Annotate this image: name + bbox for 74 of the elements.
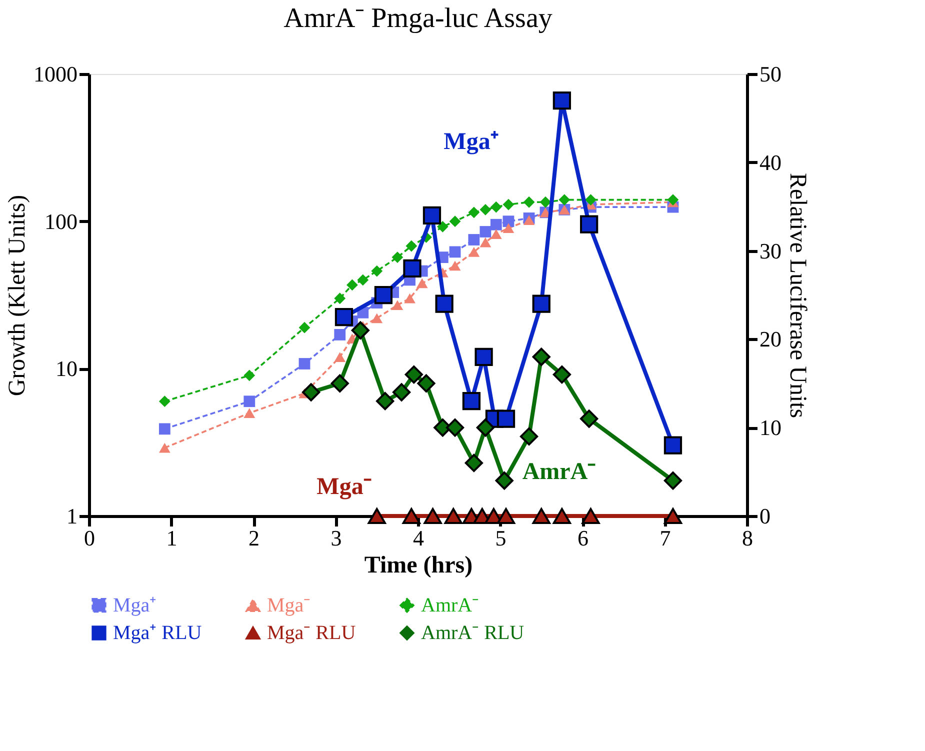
y2-tick-label: 40: [760, 150, 782, 175]
point: [558, 194, 570, 206]
point: [502, 223, 514, 234]
point: [371, 265, 383, 277]
point: [416, 278, 428, 288]
x-tick-label: 5: [495, 526, 506, 550]
point: [540, 196, 552, 208]
y-tick-label: 100: [44, 208, 78, 234]
point: [158, 442, 170, 453]
y-tick-label: 10: [56, 356, 78, 382]
point: [158, 396, 170, 408]
point: [392, 300, 404, 310]
y-axis-title: Growth (Klett Units): [4, 194, 30, 396]
point: [392, 252, 404, 263]
point: [667, 194, 679, 206]
legend-label: Mga⁻: [267, 594, 311, 616]
point: [502, 198, 514, 210]
annotation: Mga⁺: [444, 129, 498, 155]
x-tick-label: 7: [660, 526, 671, 550]
point: [449, 246, 461, 258]
x-tick-label: 1: [166, 526, 178, 550]
x-tick-label: 3: [330, 526, 342, 550]
point: [346, 279, 358, 291]
point: [357, 274, 369, 286]
annotation: Mga⁻: [316, 474, 372, 500]
point: [523, 215, 535, 226]
point: [490, 218, 502, 230]
point: [334, 329, 346, 340]
point: [468, 246, 480, 257]
y2-axis-title: Relative Luciferase Units: [784, 172, 810, 418]
point: [334, 352, 346, 362]
y2-tick-label: 20: [760, 326, 782, 352]
point: [334, 292, 346, 304]
legend-label: Mga⁺: [113, 594, 157, 616]
point: [404, 293, 416, 304]
annotation: AmrA⁻: [522, 459, 596, 485]
point: [449, 216, 461, 228]
point: [244, 396, 256, 408]
point: [480, 237, 492, 248]
y-tick-label: 1000: [34, 62, 78, 86]
point: [490, 201, 502, 213]
point: [158, 423, 170, 435]
point: [468, 206, 480, 218]
y2-tick-label: 50: [760, 62, 782, 86]
x-tick-label: 6: [578, 526, 588, 550]
y2-tick-label: 10: [760, 415, 782, 440]
legend-label: AmrA⁻ RLU: [421, 622, 525, 644]
x-tick-label: 4: [413, 526, 424, 550]
y2-tick-label: 0: [760, 504, 770, 528]
point: [244, 408, 256, 418]
x-tick-label: 2: [248, 526, 260, 550]
point: [371, 313, 383, 324]
point: [502, 216, 514, 228]
point: [490, 229, 502, 239]
x-axis-title: Time (hrs): [364, 552, 473, 578]
point: [585, 194, 596, 206]
point: [523, 196, 535, 208]
point: [468, 234, 480, 246]
point: [436, 220, 448, 232]
point: [480, 204, 492, 216]
point: [406, 240, 418, 252]
point: [244, 370, 256, 382]
y-tick-label: 1: [66, 504, 78, 528]
point: [449, 260, 461, 271]
legend-label: Mga⁻ RLU: [267, 622, 356, 644]
chart-title: AmrA⁻ Pmga-luc Assay: [284, 3, 552, 34]
x-tick-label: 0: [84, 526, 95, 550]
x-tick-label: 8: [742, 526, 753, 550]
point: [298, 358, 310, 370]
point: [298, 322, 310, 334]
y2-tick-label: 30: [760, 238, 782, 264]
legend-label: AmrA⁻: [421, 594, 480, 616]
point: [480, 226, 492, 238]
legend-label: Mga⁺ RLU: [113, 622, 202, 644]
